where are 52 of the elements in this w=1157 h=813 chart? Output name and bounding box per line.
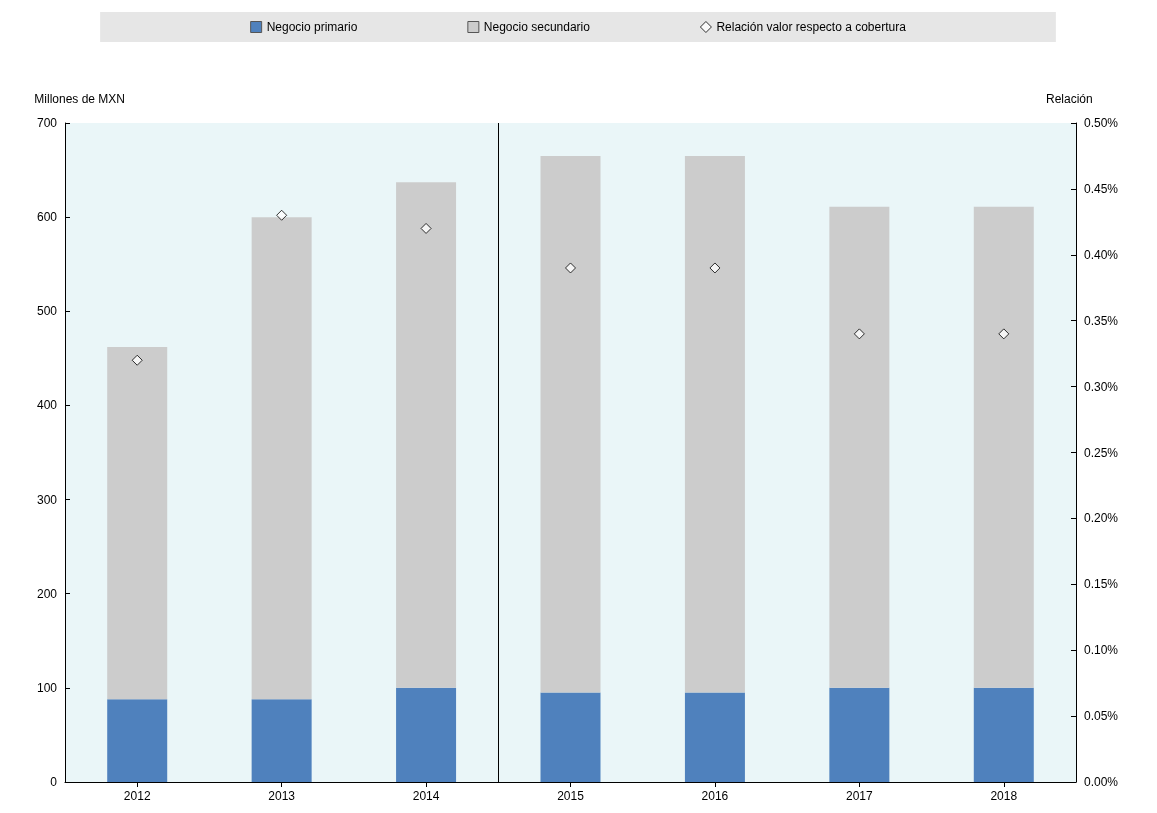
x-tick-label: 2015 <box>557 789 585 803</box>
bar <box>251 217 312 700</box>
x-tick-label: 2016 <box>701 789 729 803</box>
x-tick-label: 2013 <box>268 789 296 803</box>
bar <box>251 699 312 782</box>
y2-tick-label: 0.00% <box>1084 775 1119 789</box>
y-tick-label: 300 <box>36 492 58 507</box>
bar <box>107 347 168 700</box>
x-tick-label: 2014 <box>412 789 440 803</box>
y2-tick-label: 0.30% <box>1084 379 1119 394</box>
y2-tick-label: 0.45% <box>1084 181 1119 196</box>
point <box>998 328 1010 340</box>
y2-tick-label: 0.40% <box>1084 247 1119 262</box>
legend-label: Relación valor respecto a cobertura <box>716 20 907 34</box>
y-tick-label: 100 <box>36 680 58 695</box>
y-tick-label: 400 <box>36 398 58 413</box>
y2-tick-label: 0.35% <box>1084 313 1119 328</box>
y-tick-label: 200 <box>36 586 58 601</box>
point <box>565 262 576 274</box>
y-tick-label: 600 <box>36 210 58 225</box>
legend-label: Negocio secundario <box>483 20 591 34</box>
y2-tick-label: 0.05% <box>1084 709 1119 724</box>
point <box>276 209 288 221</box>
bar <box>684 692 745 782</box>
x-tick-label: 2018 <box>990 789 1018 803</box>
bar <box>684 155 745 693</box>
y2-tick-label: 0.10% <box>1084 643 1119 658</box>
point <box>131 354 143 366</box>
y-axis-title: Millones de MXN <box>34 92 125 106</box>
bar <box>540 155 601 693</box>
bar <box>973 687 1034 782</box>
bar <box>107 699 168 782</box>
y2-tick-label: 0.50% <box>1084 116 1119 130</box>
y2-axis-title: Relación <box>1046 92 1093 106</box>
y-tick-label: 700 <box>36 116 58 130</box>
y-tick-label: 500 <box>36 304 58 319</box>
legend-label: Negocio primario <box>266 20 358 34</box>
bar <box>540 692 601 782</box>
point <box>853 328 865 340</box>
bar <box>396 687 457 782</box>
x-tick-label: 2012 <box>123 789 151 803</box>
y2-tick-label: 0.15% <box>1084 577 1119 592</box>
bar <box>973 206 1034 688</box>
bar <box>829 687 890 782</box>
bar <box>396 182 457 688</box>
point <box>709 262 721 274</box>
point <box>420 222 432 234</box>
y2-tick-label: 0.20% <box>1084 511 1119 526</box>
x-tick-label: 2017 <box>846 789 874 803</box>
y2-tick-label: 0.25% <box>1084 445 1119 460</box>
bar <box>829 206 890 688</box>
y-tick-label: 0 <box>50 775 58 789</box>
